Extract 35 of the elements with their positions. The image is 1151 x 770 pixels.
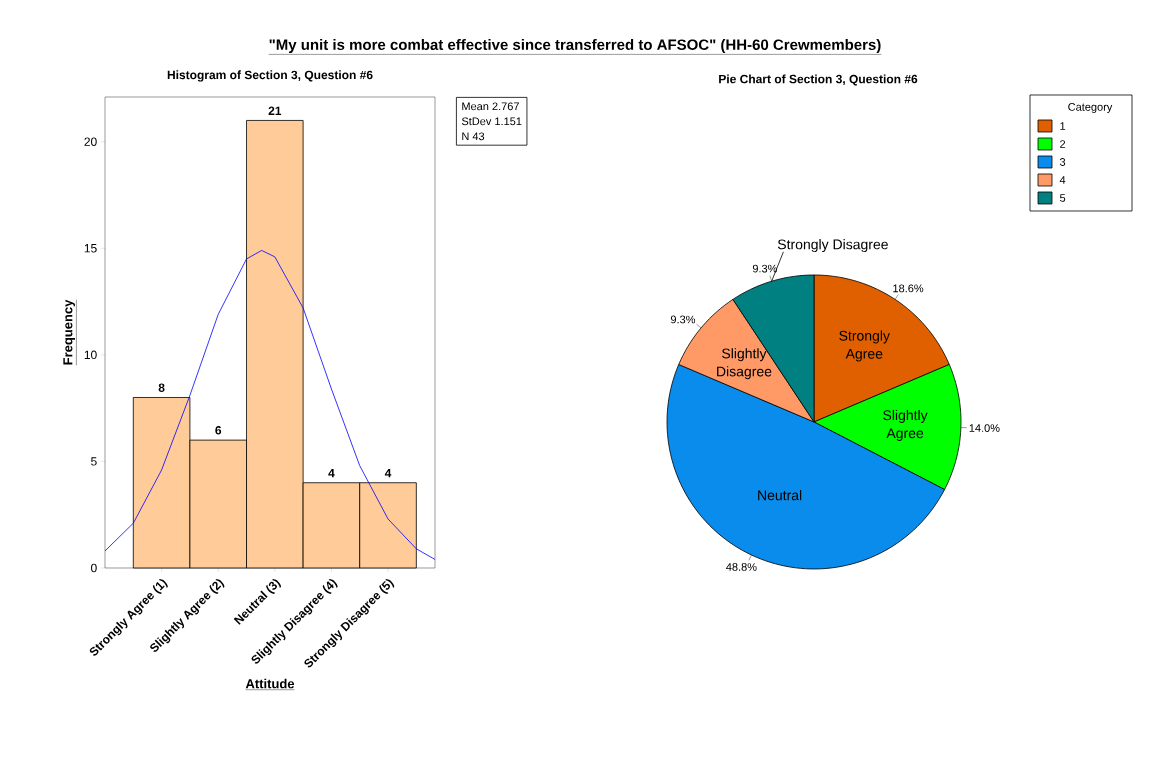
data-label: 4 — [384, 468, 392, 478]
y-tick-label: 20 — [84, 137, 97, 146]
x-axis-title: Attitude — [245, 678, 295, 689]
text: "My unit is more combat effective since transferred to AFSOC" (HH-60 Crewmembers) — [269, 39, 881, 53]
text: Neutral — [758, 490, 802, 501]
data-label: 4 — [328, 468, 335, 478]
text: Slightly Agree — [883, 409, 928, 441]
text: Strongly Disagree — [777, 239, 888, 253]
data-label: 18.6% — [893, 284, 924, 293]
legend-label: 3 — [1059, 158, 1066, 166]
data-label: 6 — [215, 426, 222, 435]
data-label: 21 — [268, 106, 282, 115]
data-label: 48.8% — [726, 563, 757, 571]
y-axis-title: Frequency — [63, 299, 75, 365]
legend-label: 5 — [1059, 194, 1066, 202]
text: N 43 — [462, 132, 485, 141]
line-series — [104, 250, 436, 560]
legend-label: 2 — [1060, 140, 1066, 148]
data-label: 9.3% — [670, 315, 696, 324]
chart-subtitle: Histogram of Section 3, Question #6 — [167, 70, 373, 82]
data-label: 8 — [158, 383, 165, 392]
text: Mean 2.767 — [462, 102, 519, 111]
text: StDev 1.151 — [461, 117, 522, 126]
text: Slightly Disagree — [717, 348, 772, 380]
data-label: 14.0% — [969, 424, 1000, 432]
legend-title: Category — [1068, 103, 1113, 113]
y-tick-label: 10 — [84, 350, 97, 360]
y-tick-label: 0 — [91, 563, 97, 573]
text: Strongly Agree — [839, 330, 890, 362]
data-label: 9.3% — [752, 264, 778, 273]
legend-label: 4 — [1059, 176, 1066, 184]
legend-label: 1 — [1060, 122, 1066, 130]
y-tick-label: 5 — [91, 457, 97, 466]
chart-title: Pie Chart of Section 3, Question #6 — [719, 74, 918, 86]
y-tick-label: 15 — [84, 244, 97, 253]
